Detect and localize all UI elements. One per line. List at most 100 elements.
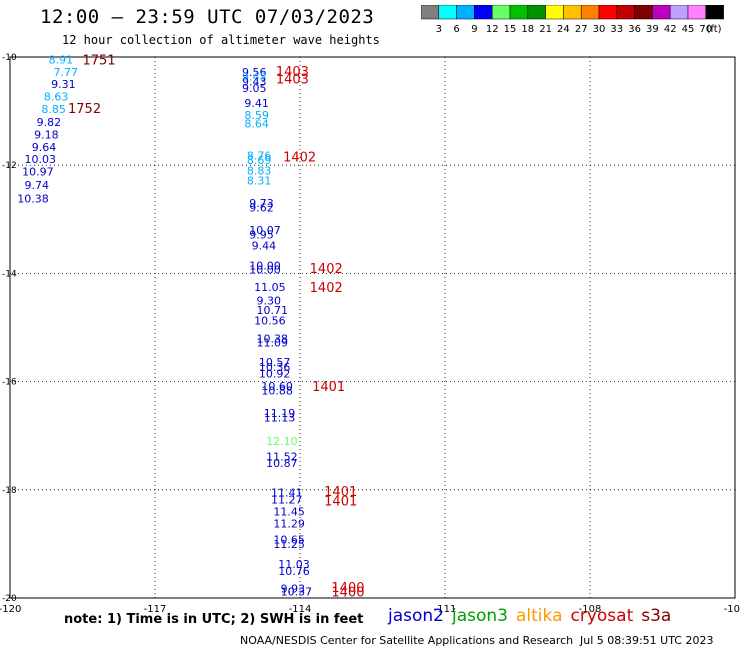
data-point-label: 9.41 [244, 97, 269, 110]
data-point-label: 10.65 [273, 534, 305, 547]
y-tick-label: -20 [2, 594, 17, 604]
time-label: 1402 [310, 262, 343, 277]
colorbar-label: 6 [453, 24, 459, 35]
data-point-label: 10.76 [278, 565, 310, 578]
colorbar-label: 42 [664, 24, 677, 35]
data-point-label: 11.27 [271, 494, 303, 507]
data-point-label: 9.18 [34, 128, 59, 141]
time-label: 1403 [276, 73, 309, 88]
data-point-label: 9.93 [281, 582, 306, 595]
data-point-label: 10.60 [261, 380, 293, 393]
data-point-label: 10.36 [259, 361, 291, 374]
time-label: 1403 [276, 65, 309, 80]
data-point-label: 11.09 [257, 337, 289, 350]
chart-subtitle: 12 hour collection of altimeter wave hei… [62, 33, 380, 47]
data-point-label: 9.73 [249, 197, 274, 210]
time-label: 1400 [331, 586, 364, 601]
colorbar-label: 33 [610, 24, 623, 35]
data-point-label: 11.13 [264, 411, 296, 424]
y-tick-label: -10 [2, 53, 17, 63]
data-point-label: 9.31 [51, 78, 75, 91]
colorbar-label: 15 [504, 24, 517, 35]
time-label: 1402 [283, 151, 316, 166]
data-point-label: 10.87 [266, 457, 298, 470]
legend-jason3: jason3 [452, 606, 508, 626]
colorbar-label: 18 [521, 24, 534, 35]
colorbar-label: 36 [628, 24, 641, 35]
colorbar-label: 9 [471, 24, 477, 35]
y-tick-label: -14 [2, 269, 17, 279]
legend-cryosat: cryosat [570, 606, 634, 626]
credit-line: NOAA/NESDIS Center for Satellite Applica… [240, 634, 574, 647]
legend-jason2: jason2 [388, 606, 444, 626]
legend-altika: altika [516, 606, 563, 626]
data-point-label: 10.92 [259, 367, 291, 380]
data-point-label: 11.03 [278, 558, 310, 571]
data-point-label: 9.44 [252, 239, 277, 252]
data-point-label: 10.71 [257, 304, 289, 317]
data-point-label: 11.52 [266, 450, 298, 463]
colorbar-label: 45 [682, 24, 695, 35]
time-label: 1751 [83, 54, 116, 69]
data-point-label: 10.37 [281, 586, 313, 599]
data-point-label: 11.45 [273, 505, 305, 518]
colorbar-label: 21 [539, 24, 552, 35]
colorbar-label: 27 [575, 24, 588, 35]
data-point-label: 11.05 [254, 281, 285, 294]
data-point-label: 9.74 [25, 179, 50, 192]
colorbar: 3 6 9 12 15 18 21 24 27 30 33 36 39 42 45 70(ft) [421, 5, 724, 35]
footnote: note: 1) Time is in UTC; 2) SWH is in fe… [64, 612, 364, 627]
x-tick-label: -105 [724, 604, 740, 615]
data-point-label: 9.43 [242, 70, 267, 83]
data-point-label: 10.38 [17, 193, 49, 206]
data-point-label: 8.83 [247, 165, 271, 178]
colorbar-swatch [705, 5, 724, 20]
y-tick-label: -16 [2, 378, 17, 388]
data-point-label: 12.10 [266, 435, 298, 448]
data-point-label: 10.57 [259, 356, 291, 369]
data-point-label: 11.41 [271, 487, 303, 500]
colorbar-label: 39 [646, 24, 659, 35]
colorbar-label: 24 [557, 24, 570, 35]
colorbar-label: 70 [699, 24, 712, 35]
time-label: 1400 [331, 581, 364, 596]
plot-frame [9, 56, 736, 599]
data-point-label: 10.00 [249, 264, 281, 277]
data-point-label: 8.64 [244, 118, 269, 131]
x-tick-label: -114 [289, 604, 312, 615]
data-point-label: 8.69 [247, 154, 271, 167]
data-point-label: 9.30 [257, 294, 282, 307]
x-tick-label: -117 [144, 604, 167, 615]
legend-s3a: s3a [641, 606, 672, 626]
data-point-label: 9.64 [32, 141, 57, 154]
data-point-label: 10.07 [249, 224, 281, 237]
timestamp: Jul 5 08:39:51 UTC 2023 [580, 634, 714, 647]
data-point-label: 10.88 [261, 384, 293, 397]
data-point-label: 10.56 [254, 314, 285, 327]
y-tick-label: -18 [2, 486, 17, 496]
data-point-label: 10.03 [25, 153, 57, 166]
colorbar-unit: (ft) [707, 24, 722, 35]
time-label: 1401 [324, 485, 357, 500]
plot-area: -120 -117 -114 -111 -108 -105 -10 -12 -14 -16 -18 -… [0, 53, 740, 615]
data-point-label: 8.63 [44, 90, 68, 103]
y-tick-label: -12 [2, 161, 17, 171]
data-point-label: 9.82 [37, 116, 62, 129]
data-point-label: 10.38 [257, 332, 289, 345]
time-label: 1752 [68, 102, 101, 117]
data-point-label: 11.29 [273, 517, 305, 530]
colorbar-label: 3 [436, 24, 442, 35]
data-point-label: 8.31 [247, 174, 271, 187]
time-label: 1401 [324, 495, 357, 510]
data-point-label: 10.00 [249, 259, 281, 272]
data-point-label: 10.97 [22, 166, 54, 179]
data-point-label: 8.85 [41, 103, 66, 116]
data-point-label: 8.91 [49, 54, 74, 67]
time-label: 1401 [312, 380, 345, 395]
chart-title: 12:00 – 23:59 UTC 07/03/2023 [40, 6, 375, 28]
x-tick-label: -111 [434, 604, 457, 615]
data-point-label: 9.05 [242, 82, 267, 95]
colorbar-label: 30 [593, 24, 606, 35]
data-point-label: 9.95 [249, 228, 274, 241]
x-tick-label: -108 [579, 604, 602, 615]
